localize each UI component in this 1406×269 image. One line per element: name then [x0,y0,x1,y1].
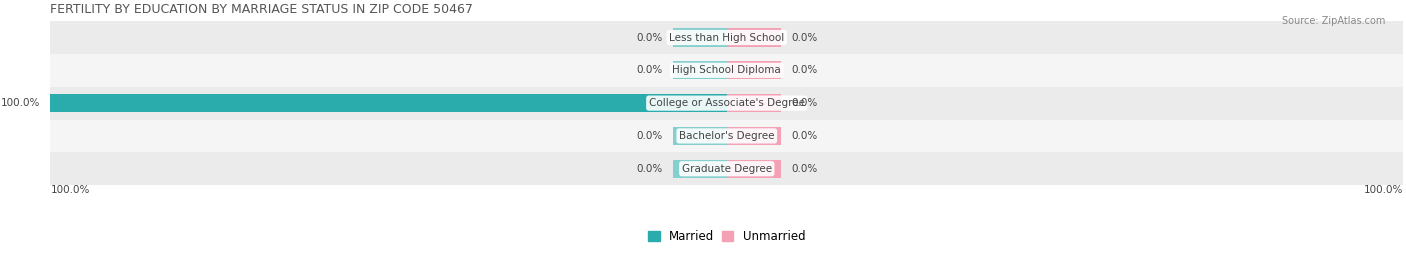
Text: 0.0%: 0.0% [792,131,817,141]
Text: Graduate Degree: Graduate Degree [682,164,772,174]
Bar [672,127,727,145]
Legend: Married, Unmarried: Married, Unmarried [644,226,810,248]
Bar [51,87,1403,119]
Bar [51,152,1403,185]
Bar [672,29,727,47]
Bar [51,94,727,112]
Bar [727,61,780,79]
Bar [727,127,780,145]
Text: 0.0%: 0.0% [637,65,662,75]
Text: 0.0%: 0.0% [792,33,817,43]
Text: 100.0%: 100.0% [51,185,90,195]
Bar [727,29,780,47]
Text: 0.0%: 0.0% [792,65,817,75]
Text: 100.0%: 100.0% [1,98,41,108]
Bar [51,21,1403,54]
Text: Less than High School: Less than High School [669,33,785,43]
Bar [727,160,780,178]
Text: FERTILITY BY EDUCATION BY MARRIAGE STATUS IN ZIP CODE 50467: FERTILITY BY EDUCATION BY MARRIAGE STATU… [51,3,474,16]
Text: Source: ZipAtlas.com: Source: ZipAtlas.com [1281,16,1385,26]
Text: Bachelor's Degree: Bachelor's Degree [679,131,775,141]
Bar [672,160,727,178]
Text: 0.0%: 0.0% [637,131,662,141]
Text: 0.0%: 0.0% [792,98,817,108]
Text: 0.0%: 0.0% [637,164,662,174]
Text: High School Diploma: High School Diploma [672,65,782,75]
Text: 100.0%: 100.0% [1364,185,1403,195]
Bar [727,94,780,112]
Bar [51,54,1403,87]
Text: 0.0%: 0.0% [637,33,662,43]
Bar [51,119,1403,152]
Text: College or Associate's Degree: College or Associate's Degree [648,98,804,108]
Text: 0.0%: 0.0% [792,164,817,174]
Bar [672,61,727,79]
